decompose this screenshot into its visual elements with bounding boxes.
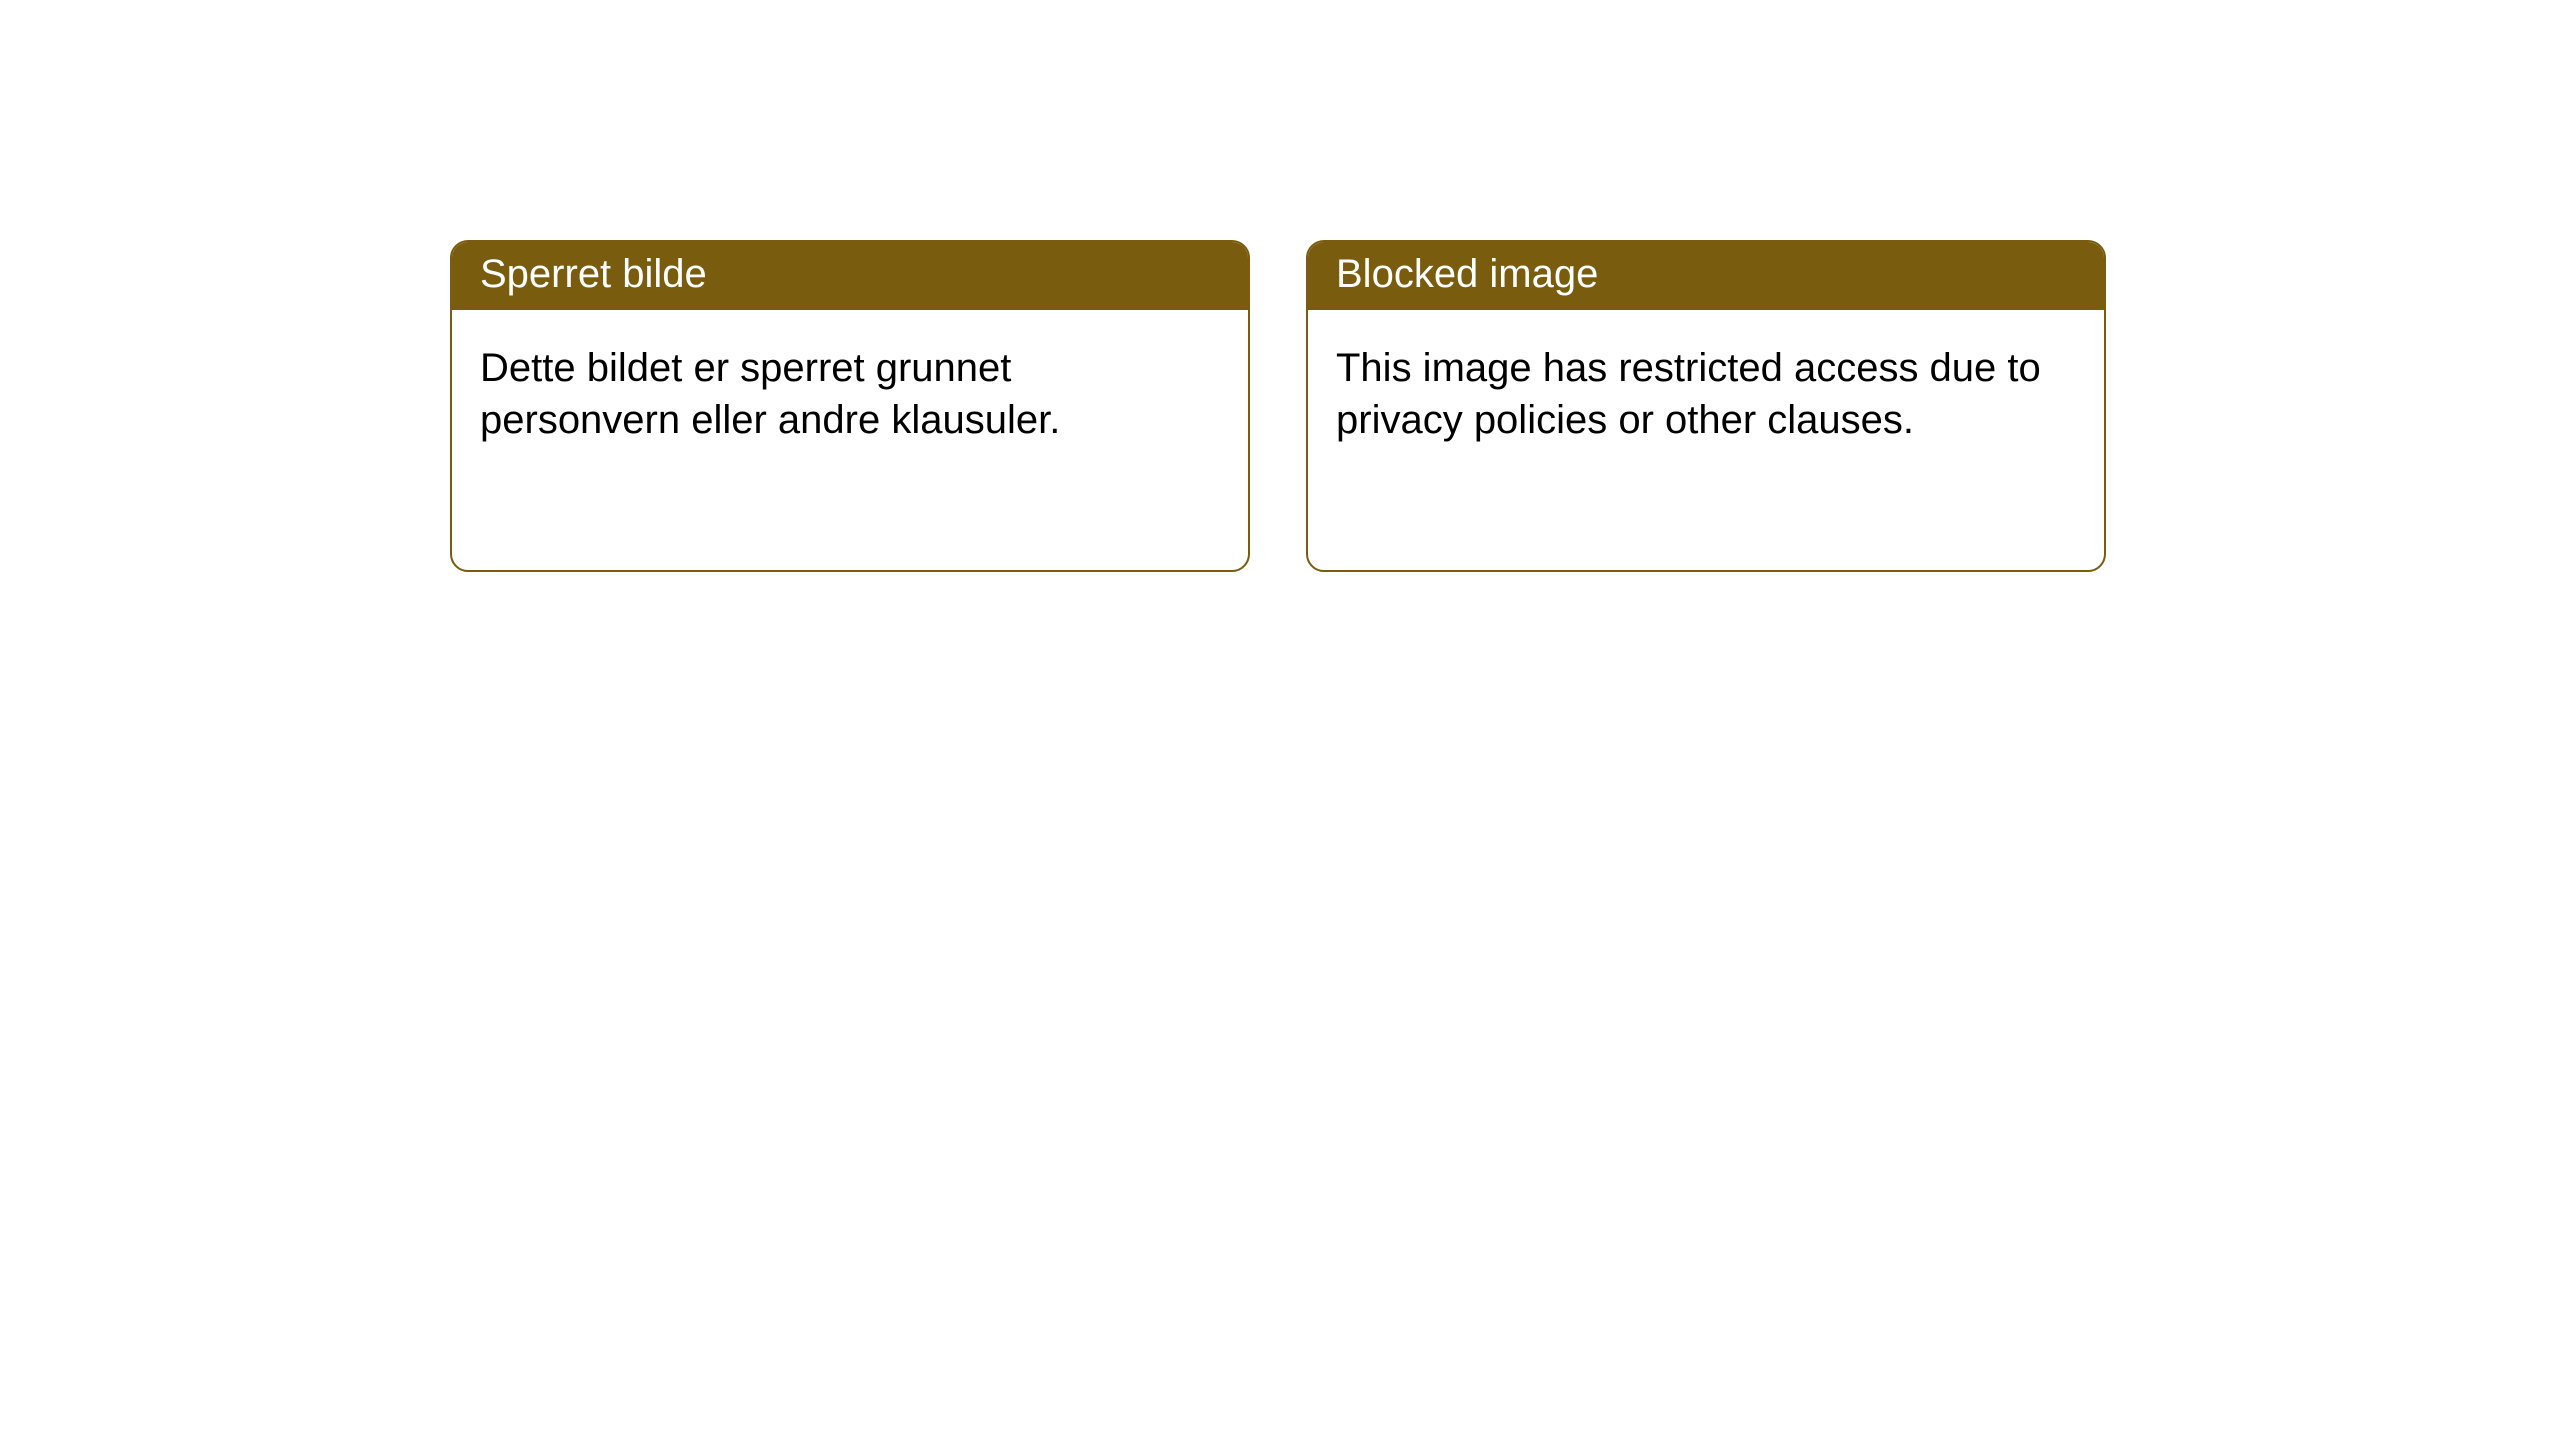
notice-container: Sperret bilde Dette bildet er sperret gr… [0, 0, 2560, 572]
blocked-image-card-no: Sperret bilde Dette bildet er sperret gr… [450, 240, 1250, 572]
card-body: Dette bildet er sperret grunnet personve… [452, 310, 1248, 478]
card-title: Sperret bilde [480, 252, 707, 296]
card-body: This image has restricted access due to … [1308, 310, 2104, 478]
card-header: Blocked image [1308, 242, 2104, 310]
blocked-image-card-en: Blocked image This image has restricted … [1306, 240, 2106, 572]
card-title: Blocked image [1336, 252, 1598, 296]
card-body-text: Dette bildet er sperret grunnet personve… [480, 346, 1060, 442]
card-body-text: This image has restricted access due to … [1336, 346, 2041, 442]
card-header: Sperret bilde [452, 242, 1248, 310]
